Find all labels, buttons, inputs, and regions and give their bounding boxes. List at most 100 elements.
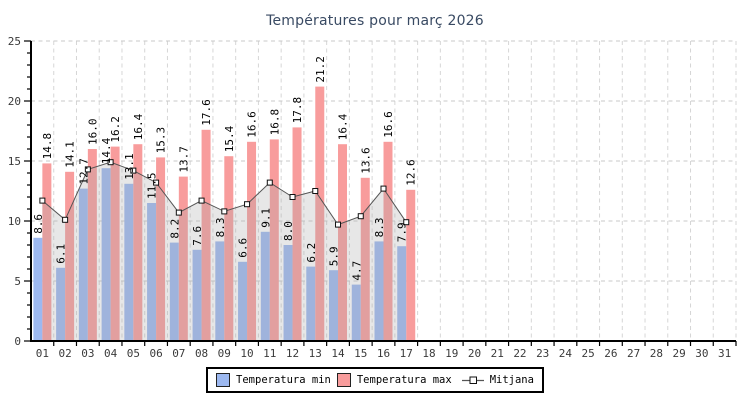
x-day-label-20: 20 (468, 347, 481, 360)
bar-max-16 (383, 141, 393, 341)
bar-min-07 (169, 242, 179, 341)
legend-marker-square (469, 376, 477, 384)
value-label-max-15: 13.6 (359, 147, 372, 174)
legend-swatch-temperatura-max (336, 373, 351, 387)
x-day-label-31: 31 (718, 347, 731, 360)
value-label-max-02: 14.1 (64, 141, 77, 168)
x-day-label-19: 19 (445, 347, 458, 360)
value-label-max-10: 16.6 (246, 111, 259, 138)
y-tick-label-20: 20 (8, 95, 21, 108)
bar-min-09 (215, 241, 225, 341)
mitjana-marker-14 (335, 221, 342, 228)
bar-min-12 (283, 245, 293, 341)
value-label-min-17: 7.9 (396, 222, 409, 242)
bar-max-06 (156, 157, 166, 341)
mitjana-marker-06 (153, 179, 160, 186)
mitjana-marker-04 (107, 159, 114, 166)
bar-min-05 (124, 183, 134, 341)
mitjana-marker-16 (380, 185, 387, 192)
value-label-max-11: 16.8 (268, 109, 281, 136)
value-label-max-13: 21.2 (314, 56, 327, 83)
bar-max-13 (315, 86, 325, 341)
mitjana-marker-03 (84, 166, 91, 173)
y-tick-label-0: 0 (14, 335, 21, 348)
y-tick-label-25: 25 (8, 35, 21, 48)
bar-max-15 (360, 177, 370, 341)
x-day-label-26: 26 (604, 347, 617, 360)
mitjana-marker-13 (312, 188, 319, 194)
x-day-label-14: 14 (331, 347, 345, 360)
x-day-label-25: 25 (582, 347, 595, 360)
x-day-label-11: 11 (263, 347, 276, 360)
value-label-max-07: 13.7 (177, 146, 190, 173)
x-day-label-05: 05 (127, 347, 140, 360)
bar-min-03 (78, 188, 88, 341)
value-label-min-03: 12.7 (77, 158, 90, 185)
mitjana-marker-08 (198, 197, 205, 204)
y-tick-label-15: 15 (8, 155, 21, 168)
value-label-min-08: 7.6 (191, 226, 204, 246)
value-label-min-09: 8.3 (214, 218, 227, 238)
value-label-min-04: 14.4 (100, 137, 113, 164)
y-tick-label-10: 10 (8, 215, 21, 228)
x-day-label-24: 24 (559, 347, 573, 360)
bar-min-13 (306, 266, 316, 341)
value-label-max-03: 16.0 (86, 119, 99, 146)
bar-min-06 (147, 203, 157, 341)
bar-min-14 (329, 270, 339, 341)
x-day-label-16: 16 (377, 347, 390, 360)
x-day-label-21: 21 (491, 347, 504, 360)
value-label-max-01: 14.8 (41, 133, 54, 160)
value-label-min-15: 4.7 (350, 261, 363, 281)
value-label-min-05: 13.1 (123, 153, 136, 180)
value-label-max-08: 17.6 (200, 99, 213, 126)
bar-max-10 (247, 141, 257, 341)
bar-max-14 (338, 144, 348, 341)
bar-min-15 (351, 284, 361, 341)
mitjana-marker-11 (266, 179, 273, 186)
mitjana-marker-01 (39, 197, 46, 204)
bar-max-02 (65, 171, 75, 341)
value-label-min-01: 8.6 (32, 214, 45, 234)
value-label-max-04: 16.2 (109, 116, 122, 143)
value-label-min-11: 9.1 (259, 208, 272, 228)
mitjana-marker-15 (357, 213, 364, 220)
bar-min-17 (397, 246, 407, 341)
value-label-min-13: 6.2 (305, 243, 318, 263)
legend-swatch-temperatura-min (216, 373, 231, 387)
x-day-label-29: 29 (673, 347, 686, 360)
x-day-label-04: 04 (104, 347, 118, 360)
x-day-label-06: 06 (149, 347, 162, 360)
value-label-max-05: 16.4 (132, 113, 145, 140)
bar-min-16 (374, 241, 384, 341)
mitjana-marker-07 (175, 209, 182, 216)
mitjana-marker-05 (130, 167, 137, 174)
bar-max-04 (110, 146, 120, 341)
value-label-max-16: 16.6 (382, 111, 395, 138)
x-day-label-17: 17 (400, 347, 413, 360)
value-label-max-14: 16.4 (337, 113, 350, 140)
legend-container: Temperatura min Temperatura max Mitjana (0, 367, 750, 393)
bar-min-04 (101, 168, 111, 341)
x-day-label-08: 08 (195, 347, 208, 360)
bar-min-10 (238, 261, 248, 341)
bar-min-01 (33, 237, 43, 341)
x-day-label-18: 18 (422, 347, 435, 360)
chart-title: Températures pour març 2026 (266, 13, 484, 29)
x-day-label-13: 13 (309, 347, 322, 360)
legend-label-mitjana: Mitjana (489, 374, 534, 386)
x-day-label-27: 27 (627, 347, 640, 360)
value-label-max-12: 17.8 (291, 97, 304, 124)
bar-max-08 (201, 129, 211, 341)
chart-legend: Temperatura min Temperatura max Mitjana (206, 367, 544, 393)
x-day-label-30: 30 (695, 347, 708, 360)
bar-max-07 (178, 176, 188, 341)
y-tick-label-5: 5 (14, 275, 21, 288)
bar-max-11 (269, 139, 279, 341)
bar-min-08 (192, 249, 202, 341)
x-day-label-23: 23 (536, 347, 549, 360)
bar-max-09 (224, 156, 234, 341)
value-label-min-12: 8.0 (282, 221, 295, 241)
x-day-label-02: 02 (58, 347, 71, 360)
x-day-label-15: 15 (354, 347, 367, 360)
